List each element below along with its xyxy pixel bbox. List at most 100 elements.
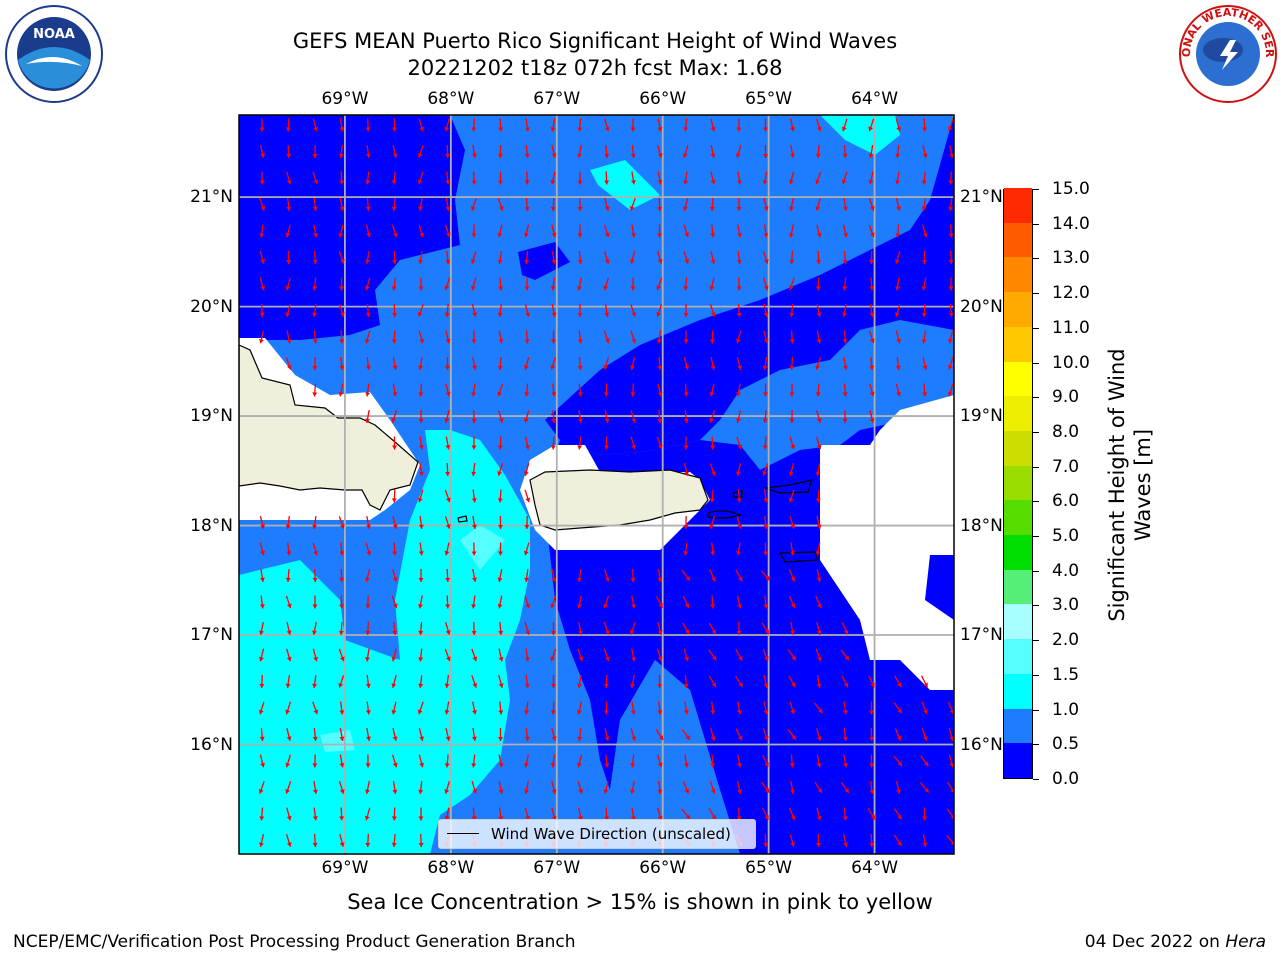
wave-direction-arrowhead xyxy=(445,497,451,503)
wave-direction-arrowhead xyxy=(683,524,689,529)
wave-direction-arrowhead xyxy=(577,153,582,158)
wave-direction-arrowhead xyxy=(896,338,902,344)
wave-direction-arrowhead xyxy=(498,789,504,794)
wave-direction-arrowhead xyxy=(471,445,477,450)
lon-label-top: 69°W xyxy=(321,89,369,109)
wave-direction-arrowhead xyxy=(497,551,503,556)
wave-direction-arrowhead xyxy=(418,418,424,423)
wave-direction-arrowhead xyxy=(604,206,610,211)
wave-direction-arrowhead xyxy=(577,339,583,344)
wave-direction-arrowhead xyxy=(657,762,663,768)
wave-direction-arrowhead xyxy=(285,127,291,132)
wave-direction-arrowhead xyxy=(683,551,689,556)
lon-label-bottom: 64°W xyxy=(851,858,899,878)
wave-direction-arrowhead xyxy=(471,816,477,821)
wave-direction-arrowhead xyxy=(657,206,663,211)
wave-direction-arrowhead xyxy=(842,339,848,344)
wave-direction-arrowhead xyxy=(842,312,848,317)
lat-label-left: 20°N xyxy=(190,296,233,317)
chart-subtitle: 20221202 t18z 072h fcst Max: 1.68 xyxy=(407,56,783,80)
wave-direction-arrowhead xyxy=(816,762,822,768)
wave-direction-arrowhead xyxy=(525,603,531,609)
wave-direction-arrowhead xyxy=(577,206,583,211)
wave-direction-arrowhead xyxy=(895,286,901,291)
wave-direction-arrowhead xyxy=(525,444,530,450)
wave-direction-arrowhead xyxy=(338,630,344,635)
wave-direction-arrowhead xyxy=(923,709,928,715)
colorbar-segment xyxy=(1004,256,1032,293)
lat-label-right: 20°N xyxy=(960,296,1003,317)
wave-direction-arrowhead xyxy=(392,259,398,264)
wave-direction-arrowhead xyxy=(603,683,609,688)
wave-direction-arrowhead xyxy=(418,683,424,688)
wave-direction-arrowhead xyxy=(735,471,741,476)
wave-direction-arrowhead xyxy=(738,576,743,582)
wave-direction-arrowhead xyxy=(471,233,477,238)
wave-direction-arrowhead xyxy=(471,763,477,768)
wave-direction-arrowhead xyxy=(339,736,345,741)
wave-direction-arrowhead xyxy=(259,577,265,582)
wave-direction-arrowhead xyxy=(260,550,266,556)
wave-direction-arrowhead xyxy=(815,153,821,158)
wave-direction-arrowhead xyxy=(392,551,398,556)
wave-direction-arrowhead xyxy=(312,577,318,582)
wave-direction-arrowhead xyxy=(684,656,690,662)
wave-direction-arrowhead xyxy=(842,206,848,211)
wave-direction-arrowhead xyxy=(817,603,822,608)
wave-direction-arrowhead xyxy=(631,656,636,662)
wave-direction-arrowhead xyxy=(339,763,345,768)
wave-direction-arrowhead xyxy=(472,365,477,370)
wave-direction-arrowhead xyxy=(364,285,370,291)
wave-direction-arrowhead xyxy=(339,312,345,317)
wave-direction-arrowhead xyxy=(764,762,769,767)
wave-direction-arrowhead xyxy=(417,153,423,158)
wave-direction-arrowhead xyxy=(577,392,583,397)
wave-direction-arrowhead xyxy=(816,232,822,238)
wave-direction-arrowhead xyxy=(763,285,769,291)
wave-direction-arrowhead xyxy=(260,762,266,768)
wave-direction-arrowhead xyxy=(657,233,663,238)
wave-direction-arrowhead xyxy=(364,338,370,344)
wave-direction-arrowhead xyxy=(868,259,874,264)
wave-direction-arrowhead xyxy=(682,153,688,158)
wave-direction-arrowhead xyxy=(391,842,397,847)
land-st-croix xyxy=(778,551,819,563)
wave-direction-arrowhead xyxy=(498,127,504,132)
legend-label: Wind Wave Direction (unscaled) xyxy=(491,825,731,843)
wave-direction-arrowhead xyxy=(683,710,689,715)
wave-direction-arrowhead xyxy=(789,392,795,397)
wave-direction-arrowhead xyxy=(815,365,821,370)
lon-label-bottom: 68°W xyxy=(427,858,475,878)
wave-direction-arrowhead xyxy=(842,365,848,370)
wave-direction-arrowhead xyxy=(897,761,903,766)
wave-direction-arrowhead xyxy=(922,842,928,847)
wave-direction-arrowhead xyxy=(578,789,584,794)
wave-direction-arrowhead xyxy=(710,763,716,768)
wave-direction-arrowhead xyxy=(816,338,822,344)
wave-direction-arrowhead xyxy=(286,842,292,847)
wave-direction-arrowhead xyxy=(365,418,371,423)
colorbar-segment xyxy=(1004,291,1032,327)
wave-direction-arrowhead xyxy=(790,444,796,450)
wave-direction-arrowhead xyxy=(312,630,317,635)
wave-direction-arrowhead xyxy=(737,789,742,794)
wave-direction-arrowhead xyxy=(391,339,397,344)
wave-direction-arrowhead xyxy=(445,445,451,450)
wave-direction-arrowhead xyxy=(815,286,821,291)
wave-direction-arrowhead xyxy=(286,551,292,556)
wave-direction-arrowhead xyxy=(472,312,478,317)
wave-direction-arrowhead xyxy=(869,789,875,794)
wave-direction-arrowhead xyxy=(736,710,742,715)
wave-direction-arrowhead xyxy=(392,577,398,582)
wave-direction-arrowhead xyxy=(869,338,875,344)
wave-direction-arrowhead xyxy=(630,710,636,715)
wave-direction-arrowhead xyxy=(392,153,398,158)
wave-direction-arrowhead xyxy=(763,551,769,556)
chart-title: GEFS MEAN Puerto Rico Significant Height… xyxy=(292,29,898,53)
field-region-lt15-north xyxy=(820,115,900,155)
wave-direction-arrowhead xyxy=(417,179,423,185)
wave-direction-arrowhead xyxy=(497,232,503,238)
wave-direction-arrowhead xyxy=(418,524,424,529)
wave-direction-arrowhead xyxy=(524,286,530,291)
wave-direction-arrowhead xyxy=(524,392,530,397)
